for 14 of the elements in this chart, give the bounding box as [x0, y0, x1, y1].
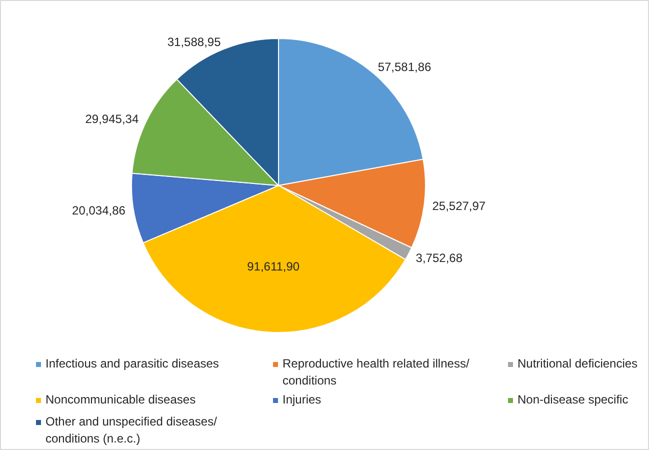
legend-label: Injuries	[282, 392, 322, 406]
legend-label: Other and unspecified diseases/ conditions (n.e.c.)	[46, 414, 218, 446]
data-label: 3,752,68	[416, 250, 463, 265]
data-label: 29,945,34	[85, 112, 139, 126]
legend-label: Noncommunicable diseases	[46, 392, 196, 406]
legend-label: Reproductive health related illness/ conditions	[282, 356, 470, 388]
legend-label: Infectious and parasitic diseases	[46, 356, 219, 370]
data-label: 57,581,86	[378, 60, 432, 74]
legend-label: Nutritional deficiencies	[518, 356, 638, 370]
data-label: 31,588,95	[167, 35, 222, 50]
data-label: 91,611,90	[247, 260, 300, 274]
data-label: 25,527,97	[432, 198, 486, 213]
data-label: 20,034,86	[72, 203, 126, 218]
legend-label: Non-disease specific	[518, 392, 628, 406]
